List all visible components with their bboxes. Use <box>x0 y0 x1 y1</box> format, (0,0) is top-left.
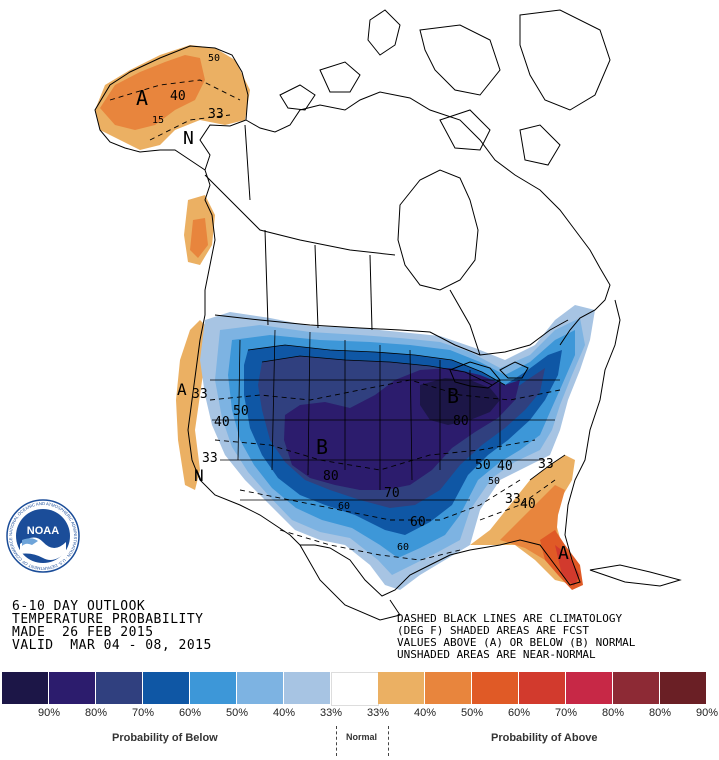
valid-date: VALID MAR 04 - 08, 2015 <box>12 638 212 653</box>
alaska-above-marker: A <box>136 86 149 110</box>
california-above-marker: A <box>177 380 187 399</box>
california-normal-marker: N <box>194 466 204 485</box>
legend-swatch <box>378 672 424 704</box>
contour-label: 70 <box>384 486 400 501</box>
legend-percent-label: 40% <box>272 707 296 719</box>
contour-label: 33 <box>538 457 554 472</box>
notes-block: DASHED BLACK LINES ARE CLIMATOLOGY (DEG … <box>397 613 635 661</box>
legend-swatch <box>284 672 330 704</box>
legend-percent-label: 90% <box>695 707 719 719</box>
legend-swatch <box>519 672 565 704</box>
legend-percent-label: 70% <box>131 707 155 719</box>
contour-label: 50 <box>488 476 501 487</box>
legend-percent-label: 40% <box>413 707 437 719</box>
legend-percent-label: 33% <box>319 707 343 719</box>
geography-lines <box>94 9 682 621</box>
above-caption: Probability of Above <box>491 732 598 744</box>
central-below-marker: B <box>316 435 329 459</box>
legend-percent-label: 33% <box>366 707 390 719</box>
legend-swatch <box>660 672 706 704</box>
legend-percent-label: 90% <box>37 707 61 719</box>
made-date: MADE 26 FEB 2015 <box>12 625 154 640</box>
legend-percent-label: 80% <box>84 707 108 719</box>
outlook-title: 6-10 DAY OUTLOOK <box>12 599 146 614</box>
contour-label: 15 <box>152 115 165 126</box>
note-line: DASHED BLACK LINES ARE CLIMATOLOGY <box>397 612 623 625</box>
legend-swatch <box>566 672 612 704</box>
legend-percent-label: 50% <box>225 707 249 719</box>
legend-swatch <box>237 672 283 704</box>
normal-divider <box>336 726 337 756</box>
legend-percent-label: 80% <box>601 707 625 719</box>
contour-label: 80 <box>323 469 339 484</box>
contour-label: 33 <box>202 451 218 466</box>
outlook-subtitle: TEMPERATURE PROBABILITY <box>12 612 204 627</box>
note-line: VALUES ABOVE (A) OR BELOW (B) NORMAL <box>397 636 636 649</box>
fl-above-red <box>555 545 580 586</box>
contour-label: 40 <box>214 415 230 430</box>
contour-label: 33 <box>192 387 208 402</box>
climatology-lines <box>109 79 561 561</box>
legend-swatch <box>143 672 189 704</box>
legend-swatch <box>2 672 48 704</box>
legend-swatch <box>472 672 518 704</box>
contour-label: 60 <box>410 515 426 530</box>
below-caption: Probability of Below <box>112 732 218 744</box>
legend-swatch <box>425 672 471 704</box>
legend-percent-label: 60% <box>178 707 202 719</box>
contour-lines <box>247 344 566 481</box>
probability-shading <box>95 45 595 590</box>
normal-divider <box>388 726 389 756</box>
contour-label: 40 <box>520 497 536 512</box>
alaska-normal-marker: N <box>183 128 194 149</box>
legend-swatch <box>613 672 659 704</box>
contour-label: 50 <box>475 458 491 473</box>
legend-percent-label: 60% <box>507 707 531 719</box>
note-line: UNSHADED AREAS ARE NEAR-NORMAL <box>397 648 596 661</box>
contour-label: 40 <box>497 459 513 474</box>
contour-label: 40 <box>170 89 186 104</box>
legend-percent-label: 80% <box>648 707 672 719</box>
contour-label: 50 <box>233 404 249 419</box>
contour-label: 50 <box>208 53 221 64</box>
title-block: 6-10 DAY OUTLOOK TEMPERATURE PROBABILITY… <box>12 600 212 652</box>
legend-swatch <box>331 672 379 706</box>
pnw-above-mid <box>190 218 208 258</box>
note-line: (DEG F) SHADED AREAS ARE FCST <box>397 624 590 637</box>
greatlakes-below-marker: B <box>447 384 460 408</box>
legend-swatch <box>49 672 95 704</box>
legend-percent-label: 70% <box>554 707 578 719</box>
noaa-logo-text: NOAA <box>27 525 59 537</box>
contour-label: 33 <box>208 107 224 122</box>
alaska-above-mid <box>100 55 205 130</box>
outlook-map <box>94 9 682 621</box>
florida-above-marker: A <box>558 543 569 564</box>
contour-label: 60 <box>338 501 351 512</box>
normal-caption: Normal <box>346 732 378 742</box>
contour-label: 60 <box>397 542 410 553</box>
probability-legend: 90% 80% 70% 60% 50% 40% 33% 33% 40% 50% 60% 70% 80% 8… <box>0 672 719 760</box>
noaa-logo: NOAA NATIONAL OCEANIC AND ATMOSPHERIC AD… <box>6 499 80 573</box>
legend-percent-label: 50% <box>460 707 484 719</box>
contour-label: 80 <box>453 414 469 429</box>
contour-label: 33 <box>505 492 521 507</box>
legend-swatch <box>190 672 236 704</box>
legend-swatch <box>96 672 142 704</box>
